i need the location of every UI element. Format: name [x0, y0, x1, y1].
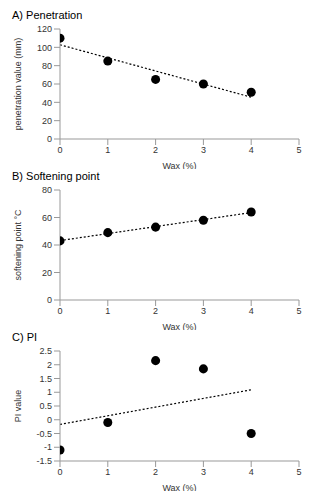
svg-text:-0.5: -0.5	[36, 429, 52, 439]
html-text:B) Softening point: B) Softening point	[12, 170, 100, 182]
svg-text:-1.5: -1.5	[36, 456, 52, 466]
svg-text:40: 40	[42, 240, 52, 250]
svg-text:40: 40	[42, 98, 52, 108]
svg-text:Wax (%): Wax (%)	[162, 322, 196, 330]
svg-text:20: 20	[42, 268, 52, 278]
svg-text:4: 4	[249, 145, 254, 155]
svg-text:1: 1	[105, 145, 110, 155]
svg-text:softening point °C: softening point °C	[13, 209, 23, 281]
html-text:A) Penetration: A) Penetration	[12, 9, 83, 21]
svg-text:3: 3	[201, 467, 206, 477]
svg-text:100: 100	[37, 43, 52, 53]
svg-text:2: 2	[153, 145, 158, 155]
svg-text:5: 5	[296, 306, 301, 316]
html-text:C) PI: C) PI	[12, 331, 38, 343]
svg-text:2: 2	[153, 467, 158, 477]
svg-text:0: 0	[47, 295, 52, 305]
svg-text:0.5: 0.5	[39, 401, 52, 411]
svg-text:0: 0	[47, 415, 52, 425]
svg-text:5: 5	[296, 145, 301, 155]
svg-text:PI value: PI value	[13, 390, 23, 423]
svg-text:4: 4	[249, 467, 254, 477]
svg-text:Wax (%): Wax (%)	[162, 483, 196, 491]
svg-text:1: 1	[47, 387, 52, 397]
svg-text:5: 5	[296, 467, 301, 477]
svg-text:Wax (%): Wax (%)	[162, 161, 196, 169]
svg-text:80: 80	[42, 185, 52, 195]
svg-text:0: 0	[57, 145, 62, 155]
svg-text:3: 3	[201, 145, 206, 155]
svg-text:0: 0	[47, 134, 52, 144]
svg-text:1: 1	[105, 306, 110, 316]
svg-text:0: 0	[57, 306, 62, 316]
svg-text:80: 80	[42, 61, 52, 71]
svg-text:penetration value (mm): penetration value (mm)	[13, 38, 23, 131]
svg-text:3: 3	[201, 306, 206, 316]
svg-text:20: 20	[42, 116, 52, 126]
svg-text:60: 60	[42, 79, 52, 89]
svg-text:-1: -1	[44, 442, 52, 452]
svg-text:1: 1	[105, 467, 110, 477]
svg-text:120: 120	[37, 24, 52, 34]
svg-text:0: 0	[57, 467, 62, 477]
svg-text:60: 60	[42, 213, 52, 223]
svg-text:2.5: 2.5	[39, 346, 52, 356]
svg-text:2: 2	[47, 360, 52, 370]
svg-text:4: 4	[249, 306, 254, 316]
svg-text:2: 2	[153, 306, 158, 316]
svg-text:1.5: 1.5	[39, 374, 52, 384]
